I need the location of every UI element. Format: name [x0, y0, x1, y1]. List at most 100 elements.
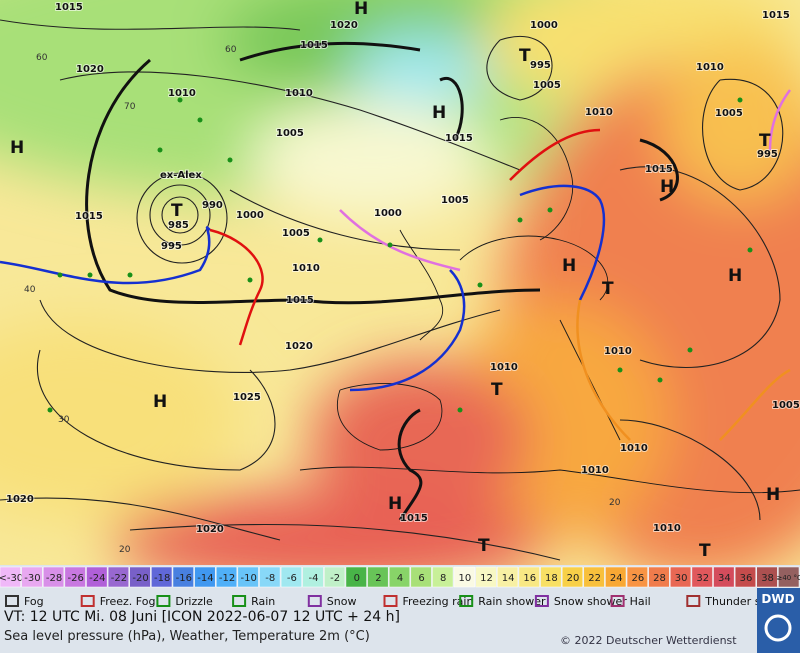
pressure-label: 1010 [653, 523, 681, 534]
weather-symbol [87, 272, 93, 278]
pressure-label: 1005 [282, 228, 310, 239]
symbol-label: Rain [251, 595, 275, 608]
symbol-label: Fog [24, 595, 44, 608]
scale-cell [540, 566, 562, 588]
pressure-label: 985 [168, 220, 189, 231]
scale-cell [756, 566, 778, 588]
weather-symbol [317, 237, 323, 243]
scale-cell [605, 566, 627, 588]
weather-symbol [737, 97, 743, 103]
scale-cell [129, 566, 151, 588]
pressure-center: T [478, 536, 490, 556]
weather-symbol [247, 277, 253, 283]
logo-swirl [764, 614, 792, 642]
scale-cell [432, 566, 454, 588]
scale-cell [367, 566, 389, 588]
weather-symbol [177, 97, 183, 103]
pressure-center: H [388, 494, 402, 514]
scale-cell [497, 566, 519, 588]
pressure-label: 1010 [168, 88, 196, 99]
scale-cell [453, 566, 475, 588]
pressure-label: 1015 [400, 513, 428, 524]
scale-cell [518, 566, 540, 588]
pressure-label: 1015 [55, 2, 83, 13]
pressure-label: 990 [202, 200, 223, 211]
scale-cell [648, 566, 670, 588]
pressure-center: H [153, 392, 167, 412]
scale-label: -20 [132, 573, 148, 584]
isobars [0, 19, 784, 561]
pressure-label: 1000 [374, 208, 402, 219]
pressure-label: 1010 [285, 88, 313, 99]
scale-label: -6 [287, 573, 297, 584]
pressure-label: 1000 [236, 210, 264, 221]
fronts [0, 89, 792, 441]
pressure-label: 1015 [645, 164, 673, 175]
scale-label: -16 [176, 573, 192, 584]
symbol-icon [80, 595, 95, 607]
pressure-center: H [728, 266, 742, 286]
scale-label: 10 [458, 573, 471, 584]
symbol-label: Rain shower [478, 595, 546, 608]
pressure-label: 1000 [530, 20, 558, 31]
pressure-label: 1005 [533, 80, 561, 91]
weather-symbol [747, 247, 753, 253]
symbol-label: Freez. Fog [100, 595, 156, 608]
scale-label: 32 [696, 573, 709, 584]
pressure-label: 1020 [6, 494, 34, 505]
pressure-label: 1015 [445, 133, 473, 144]
scale-cell [388, 566, 411, 588]
scale-label: -26 [68, 573, 84, 584]
scale-label: 28 [653, 573, 666, 584]
scale-label: 6 [418, 573, 424, 584]
storm-name: ex-Alex [160, 170, 202, 181]
scale-label: -10 [240, 573, 256, 584]
weather-symbol [227, 157, 233, 163]
symbol-icon [459, 595, 474, 607]
scale-label: 24 [610, 573, 623, 584]
scale-cell [713, 566, 735, 588]
pressure-center: H [354, 0, 368, 19]
scale-label: 20 [567, 573, 580, 584]
pressure-label: 1010 [490, 362, 518, 373]
weather-symbol [157, 147, 163, 153]
grid-label: 60 [36, 53, 48, 63]
scale-cell [172, 566, 194, 588]
pressure-label: 1005 [715, 108, 743, 119]
scale-cell [670, 566, 692, 588]
symbol-icon [156, 595, 171, 607]
scale-label: -28 [46, 573, 62, 584]
pressure-label: 1010 [292, 263, 320, 274]
scale-label: 14 [502, 573, 515, 584]
symbol-label: Drizzle [175, 595, 213, 608]
main-isobars [85, 41, 679, 521]
pressure-label: 1015 [286, 295, 314, 306]
scale-cell [280, 566, 302, 588]
pressure-center: T [602, 279, 614, 299]
scale-label: -30 [24, 573, 40, 584]
symbol-icon [307, 595, 322, 607]
scale-label: 26 [631, 573, 644, 584]
scale-cell [561, 566, 584, 588]
scale-label: -24 [89, 573, 105, 584]
scale-label: -22 [111, 573, 127, 584]
weather-symbol [477, 282, 483, 288]
scale-label: 30 [675, 573, 688, 584]
pressure-label: 1020 [196, 524, 224, 535]
pressure-label: 1020 [285, 341, 313, 352]
grid-label: 20 [119, 545, 131, 555]
pressure-label: 1015 [762, 10, 790, 21]
grid-label: 40 [24, 285, 36, 295]
scale-label: 2 [375, 573, 381, 584]
weather-symbol [47, 407, 53, 413]
pressure-label: 1010 [620, 443, 648, 454]
grid-label: 20 [609, 498, 621, 508]
pressure-center: H [562, 256, 576, 276]
logo-box [757, 588, 800, 653]
pressure-label: 1020 [330, 20, 358, 31]
weather-symbol [127, 272, 133, 278]
scale-label: -14 [197, 573, 213, 584]
